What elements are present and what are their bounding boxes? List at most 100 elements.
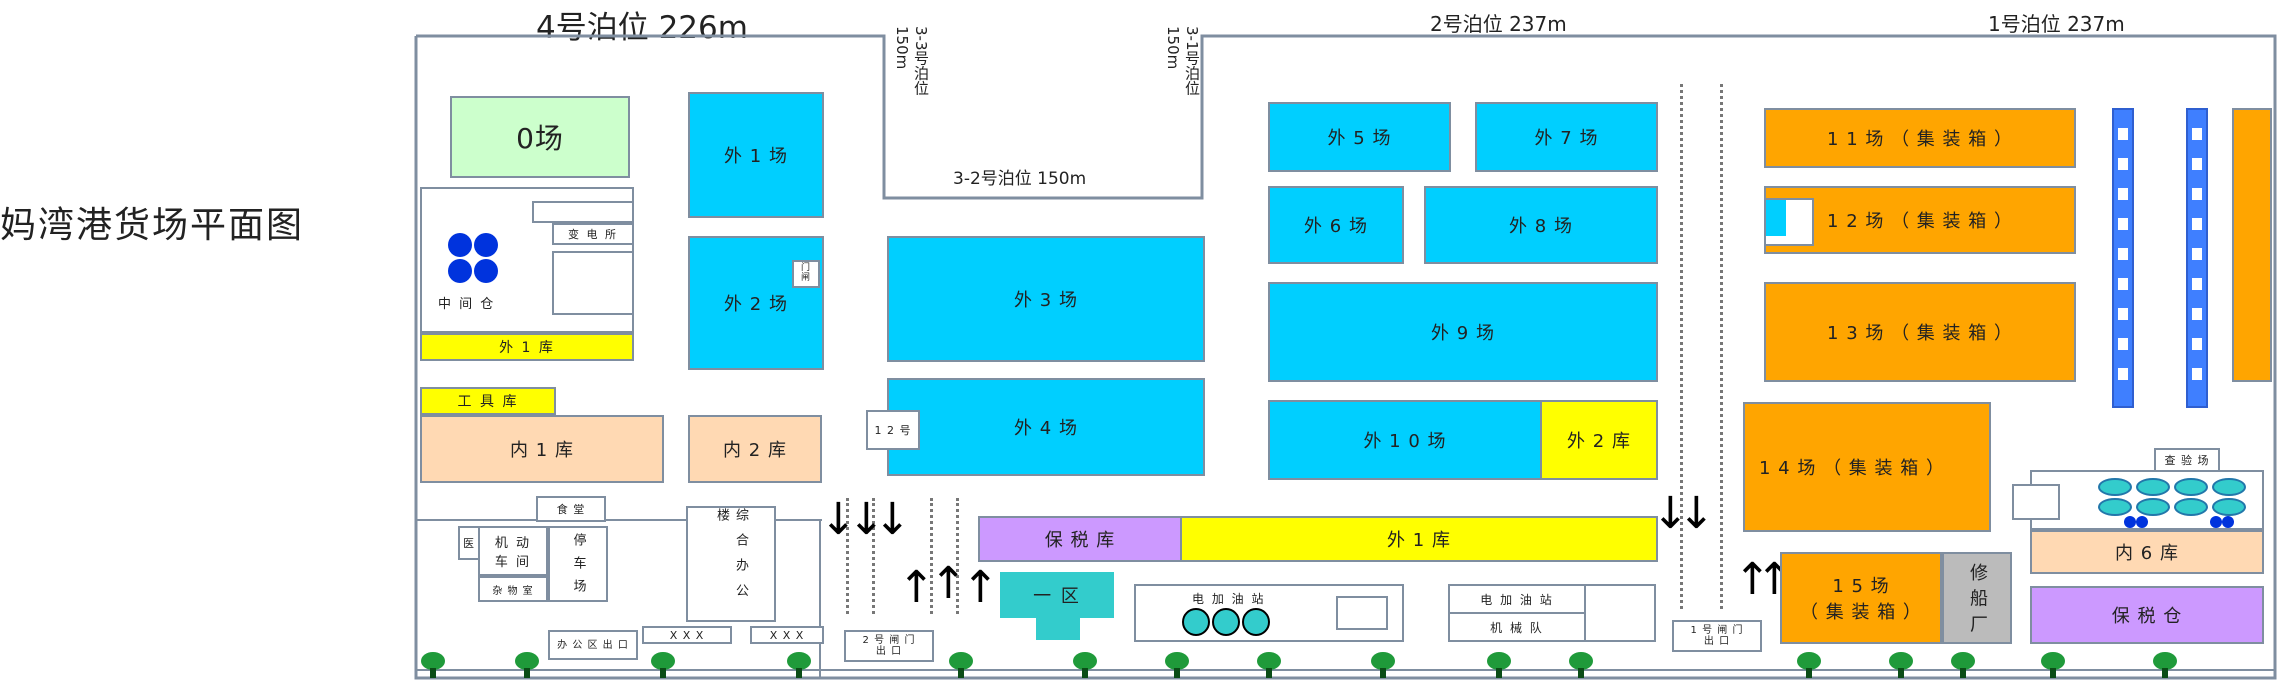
- office-area-exit[interactable]: 办 公 区 出 口: [548, 630, 638, 660]
- tree-icon: [1487, 652, 1511, 678]
- tank-icon: [2136, 498, 2170, 516]
- tree-icon: [1073, 652, 1097, 678]
- container-yard-15[interactable]: 1 5 场 （ 集 装 箱 ）: [1780, 552, 1942, 644]
- tree-icon: [1165, 652, 1189, 678]
- inspection-area[interactable]: [2030, 470, 2264, 530]
- tree-icon: [1371, 652, 1395, 678]
- bonded-warehouse[interactable]: 保 税 库: [978, 516, 1182, 562]
- road-dotted-line: [1680, 84, 1683, 609]
- fuel-tank-icon: [1242, 608, 1270, 636]
- arrow-up-icon: ↑: [962, 562, 999, 613]
- outer-warehouse-1-small[interactable]: 外 1 库: [420, 333, 634, 361]
- container-yard-14[interactable]: 1 4 场 （ 集 装 箱 ）: [1743, 402, 1991, 532]
- container-strip[interactable]: [2232, 108, 2272, 382]
- storage-tank-icon: [474, 233, 498, 257]
- bonded-storage[interactable]: 保 税 仓: [2030, 586, 2264, 644]
- berth-3-2-label: 3-2号泊位 150m: [953, 169, 1087, 189]
- arrow-down-icon: ↓: [820, 494, 857, 545]
- yard-wai-4[interactable]: 外 4 场: [887, 378, 1205, 476]
- yard-0[interactable]: 0场: [450, 96, 630, 178]
- zone-1-stem: [1036, 616, 1080, 640]
- tree-icon: [787, 652, 811, 678]
- substation-top-box: [532, 201, 634, 223]
- inner-warehouse-2[interactable]: 内 2 库: [688, 415, 822, 483]
- gas-station-1-label: 电 加 油 站: [1192, 592, 1266, 606]
- substation-bottom-box: [552, 251, 634, 315]
- road-dotted-line: [872, 498, 875, 614]
- middle-warehouse-label: 中 间 仓: [438, 297, 496, 312]
- tank-icon: [2098, 478, 2132, 496]
- gate-1-exit[interactable]: 1 号 闸 门 出 口: [1672, 620, 1762, 652]
- outer-warehouse-2[interactable]: 外 2 库: [1540, 400, 1658, 480]
- inner-warehouse-1[interactable]: 内 1 库: [420, 415, 664, 483]
- container-yard-12-office: [1764, 198, 1814, 246]
- fuel-tank-icon: [1182, 608, 1210, 636]
- gate-2-exit[interactable]: 2 号 闸 门 出 口: [844, 630, 934, 662]
- yard-wai-3[interactable]: 外 3 场: [887, 236, 1205, 362]
- tree-icon: [1797, 652, 1821, 678]
- road-dotted-line: [846, 498, 849, 614]
- berth-3-3-label: 3-3号泊位 150m: [893, 26, 930, 96]
- yard-wai-5[interactable]: 外 5 场: [1268, 102, 1451, 172]
- arrow-down-icon: ↓: [874, 494, 911, 545]
- container-yard-13[interactable]: 1 3 场 （ 集 装 箱 ）: [1764, 282, 2076, 382]
- arrow-down-icon: ↓: [848, 494, 885, 545]
- storage-tank-icon: [474, 259, 498, 283]
- yard-wai-10[interactable]: 外 1 0 场: [1268, 400, 1542, 480]
- tank-icon: [2174, 498, 2208, 516]
- canteen[interactable]: 食 堂: [536, 496, 606, 522]
- tank-icon: [2098, 498, 2132, 516]
- small-tank-icon: [2210, 516, 2222, 528]
- inspection-yard[interactable]: 查 验 场: [2154, 448, 2220, 472]
- yard-wai-9[interactable]: 外 9 场: [1268, 282, 1658, 382]
- tree-icon: [949, 652, 973, 678]
- outer-warehouse-1-long[interactable]: 外 1 库: [1180, 516, 1658, 562]
- storeroom[interactable]: 杂 物 室: [478, 576, 548, 602]
- container-yard-11[interactable]: 1 1 场 （ 集 装 箱 ）: [1764, 108, 2076, 168]
- shipyard[interactable]: 修 船 厂: [1942, 552, 2012, 644]
- inspection-booth: [2012, 484, 2060, 520]
- motor-workshop[interactable]: 机 动 车 间: [478, 526, 548, 576]
- arrow-down-icon: ↓: [1652, 488, 1689, 539]
- clinic[interactable]: 医: [458, 526, 480, 560]
- inner-warehouse-6[interactable]: 内 6 库: [2030, 530, 2264, 574]
- arrow-up-icon: ↑: [930, 558, 967, 609]
- parking[interactable]: 停 车 场: [548, 526, 608, 602]
- arrow-up-icon: ↑: [1734, 554, 1771, 605]
- yard-wai-8[interactable]: 外 8 场: [1424, 186, 1658, 264]
- tree-icon: [2041, 652, 2065, 678]
- tree-icon: [515, 652, 539, 678]
- gas-station-2-group[interactable]: 电 加 油 站 机 械 队: [1448, 584, 1656, 642]
- substation[interactable]: 变 电 所: [552, 223, 634, 245]
- zone-1[interactable]: 一 区: [1000, 572, 1114, 618]
- berth-3-1-label: 3-1号泊位 150m: [1164, 26, 1201, 96]
- arrow-up-icon: ↑: [898, 562, 935, 613]
- road-dotted-line: [956, 498, 959, 614]
- crane-rail: [2186, 108, 2208, 408]
- tool-warehouse[interactable]: 工 具 库: [420, 387, 556, 415]
- tree-icon: [1951, 652, 1975, 678]
- tree-icon: [651, 652, 675, 678]
- small-tank-icon: [2222, 516, 2234, 528]
- gate-12[interactable]: 1 2 号: [866, 410, 920, 450]
- yard-wai-1[interactable]: 外 1 场: [688, 92, 824, 218]
- yard-wai-6[interactable]: 外 6 场: [1268, 186, 1404, 264]
- gas-station-1[interactable]: 电 加 油 站: [1134, 584, 1404, 642]
- berth-2-label: 2号泊位 237m: [1430, 12, 1567, 36]
- office-building[interactable]: 综 合 办 公 楼: [686, 506, 776, 622]
- container-yard-12[interactable]: 1 2 场 （ 集 装 箱 ）: [1764, 186, 2076, 254]
- yard-wai-7[interactable]: 外 7 场: [1475, 102, 1658, 172]
- middle-warehouse-area[interactable]: 变 电 所 中 间 仓: [420, 187, 634, 333]
- tree-icon: [1889, 652, 1913, 678]
- small-tank-icon: [2124, 516, 2136, 528]
- xxx-box-1[interactable]: X X X: [642, 626, 732, 644]
- machinery-team: 机 械 队: [1450, 614, 1586, 640]
- tree-icon: [421, 652, 445, 678]
- small-gate[interactable]: 门 闸: [792, 260, 820, 288]
- yard-wai-2[interactable]: 外 2 场: [688, 236, 824, 370]
- tree-icon: [1569, 652, 1593, 678]
- tree-icon: [1257, 652, 1281, 678]
- xxx-box-2[interactable]: X X X: [750, 626, 824, 644]
- tree-icon: [2153, 652, 2177, 678]
- tank-icon: [2212, 498, 2246, 516]
